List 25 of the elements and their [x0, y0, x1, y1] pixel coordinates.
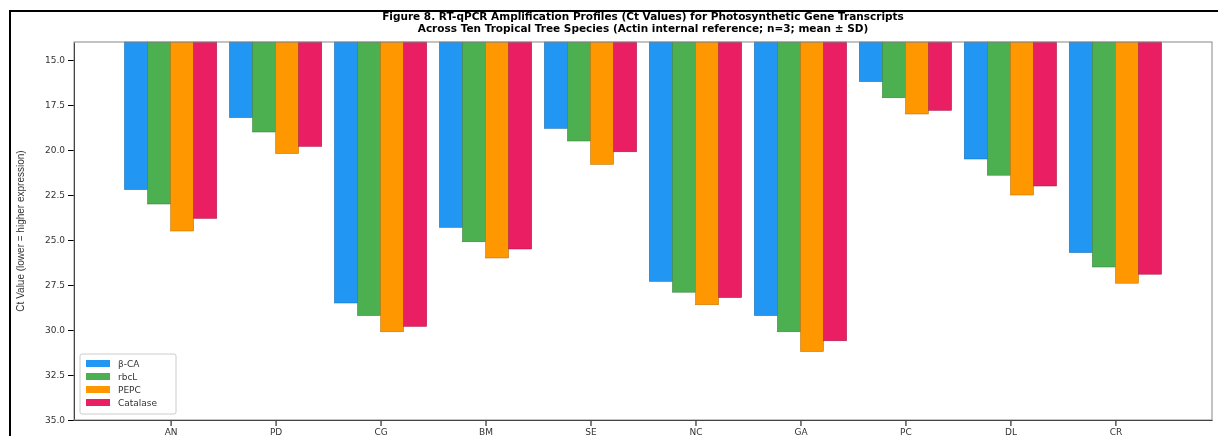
y-tick-label: 32.5: [44, 370, 65, 381]
x-tick-label: PD: [269, 427, 283, 436]
y-tick-label: 35.0: [44, 415, 66, 426]
x-tick-label: CR: [1109, 427, 1123, 436]
x-tick-label: BM: [479, 427, 493, 436]
y-tick-label: 15.0: [44, 55, 66, 66]
y-tick-label: 25.0: [44, 235, 66, 246]
x-tick-label: DL: [1004, 427, 1017, 436]
x-tick-label: GA: [794, 427, 809, 436]
y-tick-label: 20.0: [44, 145, 66, 156]
x-tick-label: PC: [900, 427, 912, 436]
x-tick-label: SE: [585, 427, 598, 436]
y-tick-label: 17.5: [44, 100, 65, 111]
legend-label: PEPC: [118, 385, 141, 395]
y-tick-label: 27.5: [44, 280, 65, 291]
x-tick-label: CG: [374, 427, 388, 436]
y-axis-title: Ct Value (lower = higher expression): [15, 150, 26, 312]
legend-label: β-CA: [118, 359, 141, 369]
chart-title: Figure 8. RT-qPCR Amplification Profiles (Ct Values) for Photosynthetic Gene Transcripts Across Ten Tropical Tree Species (Actin internal reference; n=3; mean ± SD): [382, 10, 904, 34]
x-tick-label: NC: [689, 427, 703, 436]
legend-label: Catalase: [118, 398, 158, 408]
y-tick-label: 22.5: [44, 190, 65, 201]
y-tick-label: 30.0: [44, 325, 66, 336]
legend-label: rbcL: [118, 372, 138, 382]
x-tick-label: AN: [164, 427, 178, 436]
